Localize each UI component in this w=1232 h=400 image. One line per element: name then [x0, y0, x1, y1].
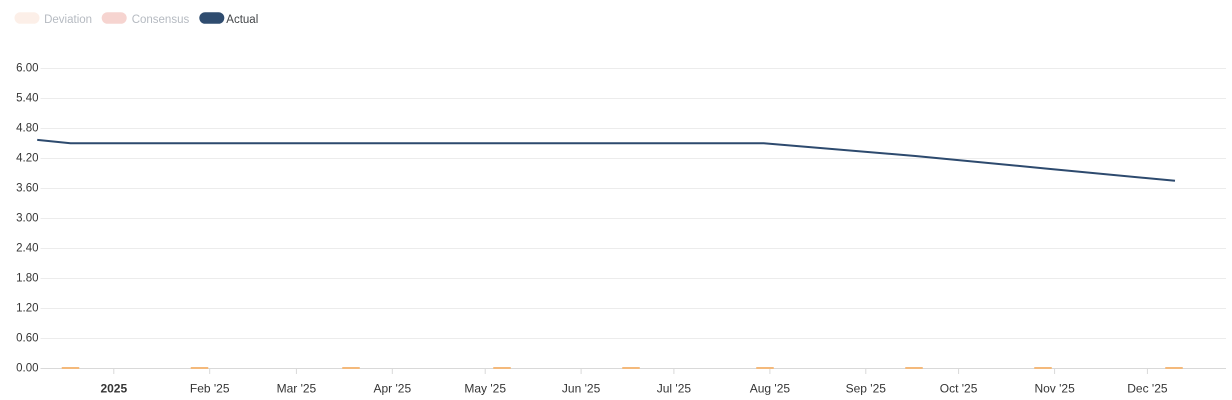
svg-text:Apr '25: Apr '25 — [373, 382, 411, 396]
svg-text:Aug '25: Aug '25 — [750, 382, 791, 396]
svg-text:1.80: 1.80 — [16, 273, 38, 285]
svg-text:Mar '25: Mar '25 — [277, 382, 317, 396]
svg-text:4.80: 4.80 — [16, 123, 38, 135]
svg-text:3.60: 3.60 — [16, 183, 38, 195]
svg-text:Oct '25: Oct '25 — [940, 382, 978, 396]
svg-text:Jun '25: Jun '25 — [562, 382, 601, 396]
svg-text:May '25: May '25 — [464, 382, 506, 396]
svg-text:Jul '25: Jul '25 — [657, 382, 692, 396]
svg-text:5.40: 5.40 — [16, 93, 38, 105]
svg-text:0.00: 0.00 — [16, 363, 38, 375]
svg-text:0.60: 0.60 — [16, 333, 38, 345]
svg-text:1.20: 1.20 — [16, 303, 38, 315]
svg-text:3.00: 3.00 — [16, 213, 38, 225]
svg-text:Feb '25: Feb '25 — [190, 382, 230, 396]
svg-text:Consensus: Consensus — [132, 14, 190, 26]
svg-text:2025: 2025 — [100, 382, 127, 396]
svg-text:Nov '25: Nov '25 — [1034, 382, 1075, 396]
svg-text:Deviation: Deviation — [44, 14, 92, 26]
svg-text:Dec '25: Dec '25 — [1127, 382, 1168, 396]
svg-text:Actual: Actual — [226, 14, 258, 26]
svg-text:6.00: 6.00 — [16, 63, 38, 75]
svg-text:2.40: 2.40 — [16, 243, 38, 255]
svg-text:Sep '25: Sep '25 — [846, 382, 887, 396]
svg-text:4.20: 4.20 — [16, 153, 38, 165]
